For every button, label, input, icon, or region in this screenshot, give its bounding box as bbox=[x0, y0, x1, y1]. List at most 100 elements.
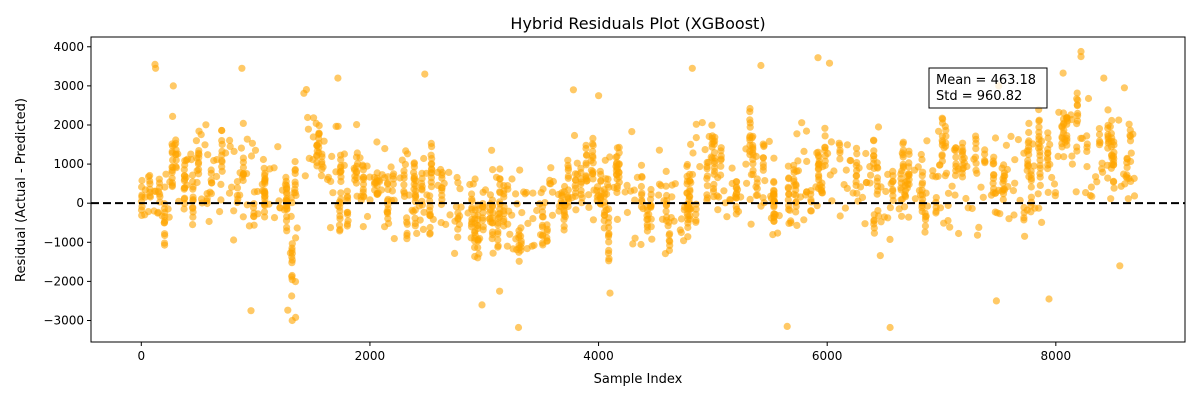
scatter-point bbox=[421, 70, 429, 78]
scatter-point bbox=[146, 177, 154, 185]
scatter-point bbox=[689, 149, 697, 157]
scatter-point bbox=[921, 216, 930, 224]
scatter-point bbox=[288, 271, 296, 280]
scatter-point bbox=[1025, 119, 1033, 127]
y-tick-label: −3000 bbox=[43, 313, 84, 327]
scatter-point bbox=[427, 151, 435, 159]
scatter-point bbox=[873, 159, 881, 167]
scatter-point bbox=[686, 187, 694, 195]
scatter-point bbox=[169, 112, 177, 120]
scatter-point bbox=[359, 223, 367, 231]
scatter-point bbox=[270, 214, 279, 222]
scatter-point bbox=[250, 221, 258, 229]
scatter-point bbox=[921, 228, 929, 236]
scatter-point bbox=[582, 161, 590, 169]
scatter-point bbox=[538, 221, 547, 229]
scatter-point bbox=[959, 147, 967, 155]
scatter-point bbox=[1027, 183, 1035, 191]
scatter-point bbox=[1020, 209, 1028, 217]
scatter-point bbox=[538, 203, 547, 211]
scatter-point bbox=[853, 150, 861, 158]
scatter-point bbox=[426, 230, 434, 238]
scatter-point bbox=[569, 86, 578, 94]
scatter-point bbox=[792, 198, 800, 206]
y-tick-label: 0 bbox=[76, 196, 84, 210]
x-tick-label: 6000 bbox=[812, 349, 843, 363]
scatter-point bbox=[509, 245, 517, 253]
scatter-point bbox=[138, 191, 146, 199]
scatter-point bbox=[451, 249, 459, 257]
scatter-point bbox=[1005, 215, 1013, 223]
scatter-point bbox=[918, 172, 926, 180]
scatter-point bbox=[1068, 160, 1076, 168]
scatter-point bbox=[703, 172, 712, 180]
scatter-point bbox=[792, 191, 800, 199]
scatter-point bbox=[1126, 126, 1134, 134]
scatter-point bbox=[753, 191, 762, 199]
scatter-point bbox=[977, 183, 985, 191]
scatter-point bbox=[753, 185, 761, 193]
scatter-point bbox=[606, 153, 614, 161]
scatter-point bbox=[874, 164, 882, 172]
scatter-point bbox=[746, 116, 754, 124]
scatter-point bbox=[1034, 190, 1042, 198]
scatter-point bbox=[630, 186, 638, 194]
scatter-point bbox=[218, 158, 226, 166]
scatter-point bbox=[187, 156, 195, 164]
scatter-point bbox=[353, 121, 361, 129]
scatter-point bbox=[604, 232, 613, 240]
scatter-point bbox=[692, 210, 700, 218]
scatter-point bbox=[612, 153, 620, 161]
scatter-point bbox=[1044, 129, 1052, 137]
scatter-point bbox=[138, 211, 146, 219]
scatter-point bbox=[403, 220, 411, 228]
plot-area-frame bbox=[90, 36, 1186, 343]
y-axis-label: Residual (Actual - Predicted) bbox=[14, 98, 29, 282]
scatter-point bbox=[251, 146, 260, 154]
scatter-point bbox=[359, 176, 367, 184]
scatter-point bbox=[201, 141, 209, 149]
scatter-point bbox=[291, 166, 299, 174]
scatter-point bbox=[500, 222, 508, 230]
scatter-point bbox=[971, 153, 980, 161]
scatter-point bbox=[352, 153, 361, 161]
scatter-point bbox=[1036, 143, 1044, 151]
scatter-point bbox=[479, 209, 487, 217]
scatter-point bbox=[238, 64, 246, 72]
scatter-point bbox=[265, 200, 273, 208]
scatter-point bbox=[189, 171, 197, 179]
scatter-point bbox=[180, 172, 189, 180]
scatter-point bbox=[830, 167, 838, 175]
scatter-point bbox=[261, 213, 269, 221]
scatter-point bbox=[684, 233, 692, 241]
scatter-point bbox=[210, 157, 218, 165]
scatter-point bbox=[400, 174, 408, 182]
scatter-point bbox=[717, 162, 725, 170]
scatter-point bbox=[882, 187, 890, 196]
scatter-point bbox=[688, 64, 696, 72]
scatter-point bbox=[169, 82, 177, 90]
scatter-point bbox=[225, 189, 234, 197]
scatter-point bbox=[863, 178, 871, 187]
scatter-point bbox=[589, 168, 597, 176]
scatter-point bbox=[1077, 47, 1085, 56]
scatter-point bbox=[516, 166, 524, 174]
scatter-point bbox=[1074, 109, 1082, 117]
scatter-point bbox=[1046, 140, 1054, 149]
x-tick-label: 4000 bbox=[583, 349, 614, 363]
scatter-point bbox=[760, 141, 768, 149]
scatter-point bbox=[328, 152, 336, 160]
stats-annotation: Mean = 463.18 Std = 960.82 bbox=[928, 67, 1048, 109]
scatter-point bbox=[1007, 132, 1015, 140]
scatter-point bbox=[334, 74, 342, 82]
scatter-point bbox=[765, 137, 773, 145]
scatter-point bbox=[1098, 165, 1106, 173]
scatter-point bbox=[935, 127, 943, 135]
scatter-point bbox=[454, 225, 462, 233]
scatter-point bbox=[990, 185, 998, 193]
scatter-point bbox=[698, 119, 706, 127]
scatter-point bbox=[1073, 102, 1081, 110]
scatter-point bbox=[1100, 74, 1108, 82]
scatter-point bbox=[870, 136, 878, 144]
scatter-point bbox=[818, 189, 826, 197]
